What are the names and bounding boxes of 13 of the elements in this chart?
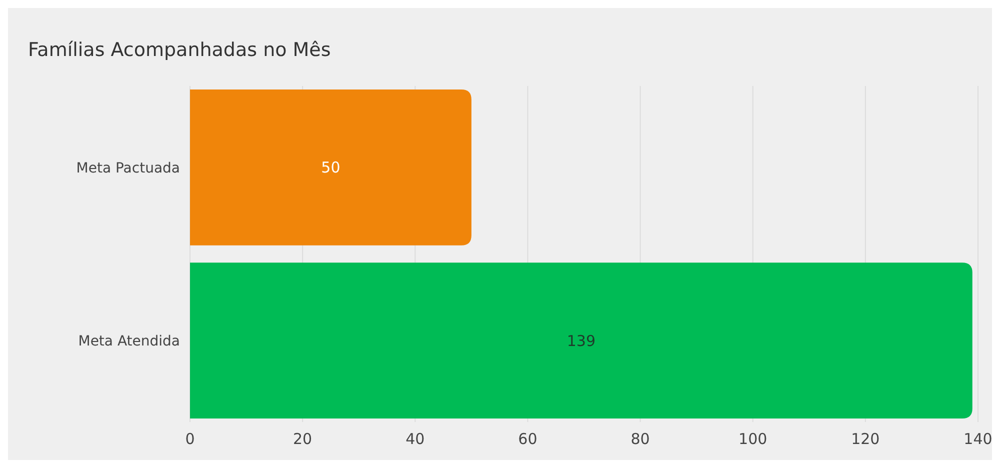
x-tick-label: 60: [518, 430, 538, 448]
x-tick-label: 40: [406, 430, 425, 448]
data-label: 50: [321, 158, 340, 177]
x-tick-label: 0: [185, 430, 195, 448]
x-tick-label: 80: [630, 430, 650, 448]
x-tick-label: 120: [851, 430, 880, 448]
y-tick-label: Meta Pactuada: [76, 160, 180, 176]
y-tick-label: Meta Atendida: [78, 334, 180, 350]
x-tick-label: 140: [964, 430, 992, 448]
chart-title: Famílias Acompanhadas no Mês: [28, 39, 331, 61]
x-tick-label: 100: [738, 430, 768, 448]
data-label: 139: [566, 332, 596, 350]
x-tick-label: 20: [293, 430, 312, 448]
